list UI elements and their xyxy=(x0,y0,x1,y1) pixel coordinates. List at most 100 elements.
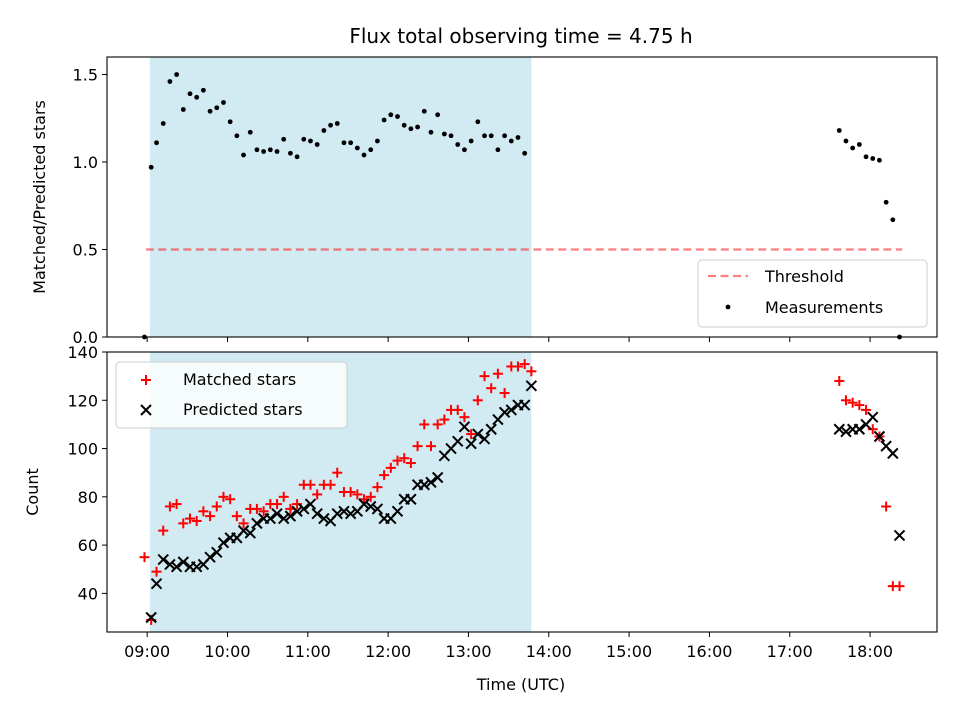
predicted-star-point xyxy=(452,435,464,448)
x-tick-label: 18:00 xyxy=(847,642,893,661)
predicted-star-point xyxy=(344,508,357,520)
legend-predicted-swatch xyxy=(140,404,152,416)
matched-star-point xyxy=(861,404,872,415)
measurement-point xyxy=(221,100,226,105)
predicted-star-point xyxy=(318,512,330,525)
predicted-star-point xyxy=(358,498,370,510)
measurement-point xyxy=(288,150,293,156)
measurement-point xyxy=(441,131,447,137)
matched-star-point xyxy=(272,499,283,510)
predicted-star-point xyxy=(217,536,230,549)
matched-star-point xyxy=(312,489,323,500)
top-y-tick-label: 1.5 xyxy=(73,66,98,85)
matched-star-point xyxy=(519,359,530,370)
bottom-axes-frame xyxy=(106,351,938,633)
predicted-star-point xyxy=(157,553,169,566)
predicted-star-point xyxy=(264,512,277,525)
predicted-star-point xyxy=(291,505,303,518)
measurement-point xyxy=(301,136,307,142)
predicted-star-point xyxy=(472,428,484,440)
measurement-point xyxy=(361,152,367,158)
matched-star-point xyxy=(840,395,851,406)
predicted-star-point xyxy=(431,471,444,484)
matched-star-point xyxy=(164,501,175,512)
matched-star-point xyxy=(225,494,236,505)
x-tick-label: 09:00 xyxy=(124,642,170,661)
matched-star-point xyxy=(512,361,523,372)
matched-star-point xyxy=(238,518,249,529)
matched-star-point xyxy=(191,515,202,526)
matched-star-point xyxy=(834,375,845,386)
measurement-point xyxy=(234,133,240,139)
measurement-point xyxy=(341,140,347,146)
predicted-star-point xyxy=(505,404,517,416)
matched-star-point xyxy=(894,581,905,592)
predicted-star-point xyxy=(338,505,350,518)
measurement-point xyxy=(381,117,387,123)
legend-matched-label: Matched stars xyxy=(183,370,296,389)
x-axis-label: Time (UTC) xyxy=(476,675,565,694)
measurement-point xyxy=(415,124,420,130)
measurement-point xyxy=(428,129,434,135)
matched-star-point xyxy=(372,482,383,493)
matched-star-point xyxy=(379,470,390,481)
bottom-y-tick-label: 60 xyxy=(78,536,98,555)
predicted-star-point xyxy=(145,611,157,624)
bottom-y-tick-label: 40 xyxy=(78,584,98,603)
measurement-point xyxy=(836,128,842,133)
predicted-star-point xyxy=(405,493,417,505)
measurement-point xyxy=(475,119,481,125)
measurement-point xyxy=(408,126,414,132)
matched-star-point xyxy=(325,479,336,490)
bottom-y-axis-label: Count xyxy=(23,468,42,516)
x-tick-label: 12:00 xyxy=(365,642,411,661)
measurement-point xyxy=(482,133,487,139)
measurement-point xyxy=(401,122,407,128)
measurement-point xyxy=(328,122,333,128)
matched-star-point xyxy=(345,487,356,497)
measurement-point xyxy=(241,152,246,158)
measurement-point xyxy=(174,72,180,77)
top-legend-box xyxy=(697,259,928,328)
measurement-point xyxy=(214,105,220,111)
measurement-point xyxy=(850,145,856,151)
predicted-star-point xyxy=(204,551,216,563)
predicted-star-point xyxy=(284,510,297,522)
matched-star-point xyxy=(452,404,463,415)
measurement-point xyxy=(281,136,287,142)
measurement-point xyxy=(515,135,521,140)
x-tick-label: 16:00 xyxy=(686,642,732,661)
top-panel: 0.0 0.5 1.0 1.5 Matched/Predicted stars Thr… xyxy=(30,56,938,347)
top-y-tick-label: 0.5 xyxy=(73,241,98,260)
predicted-star-point xyxy=(190,561,203,573)
predicted-star-point xyxy=(458,421,471,433)
predicted-star-point xyxy=(418,479,430,491)
measurement-point xyxy=(462,147,467,153)
measurement-point xyxy=(375,138,380,144)
predicted-star-point xyxy=(465,438,477,450)
matched-star-point xyxy=(158,525,169,536)
measurement-point xyxy=(321,128,327,133)
measurement-point xyxy=(522,150,528,156)
legend-threshold-label: Threshold xyxy=(764,267,844,286)
predicted-star-point xyxy=(170,561,183,573)
measurement-point xyxy=(200,87,206,93)
measurement-point xyxy=(254,147,260,153)
legend-matched-swatch xyxy=(141,375,151,385)
predicted-star-point xyxy=(853,423,866,435)
bottom-panel: 40 60 80 100 120 140 09:00 10:00 11:00 12:00 13:00… xyxy=(23,343,938,694)
matched-star-point xyxy=(405,458,416,469)
matched-star-point xyxy=(412,441,423,452)
measurement-point xyxy=(468,138,474,144)
predicted-star-point xyxy=(833,423,845,435)
matched-star-point xyxy=(178,518,189,529)
measurement-point xyxy=(502,133,507,139)
predicted-star-point xyxy=(518,399,531,411)
measurement-point xyxy=(856,142,862,147)
legend-measurements-label: Measurements xyxy=(765,298,883,317)
measurement-point xyxy=(870,156,876,161)
measurement-point xyxy=(388,112,394,118)
matched-star-point xyxy=(399,453,410,464)
matched-star-point xyxy=(459,412,470,423)
